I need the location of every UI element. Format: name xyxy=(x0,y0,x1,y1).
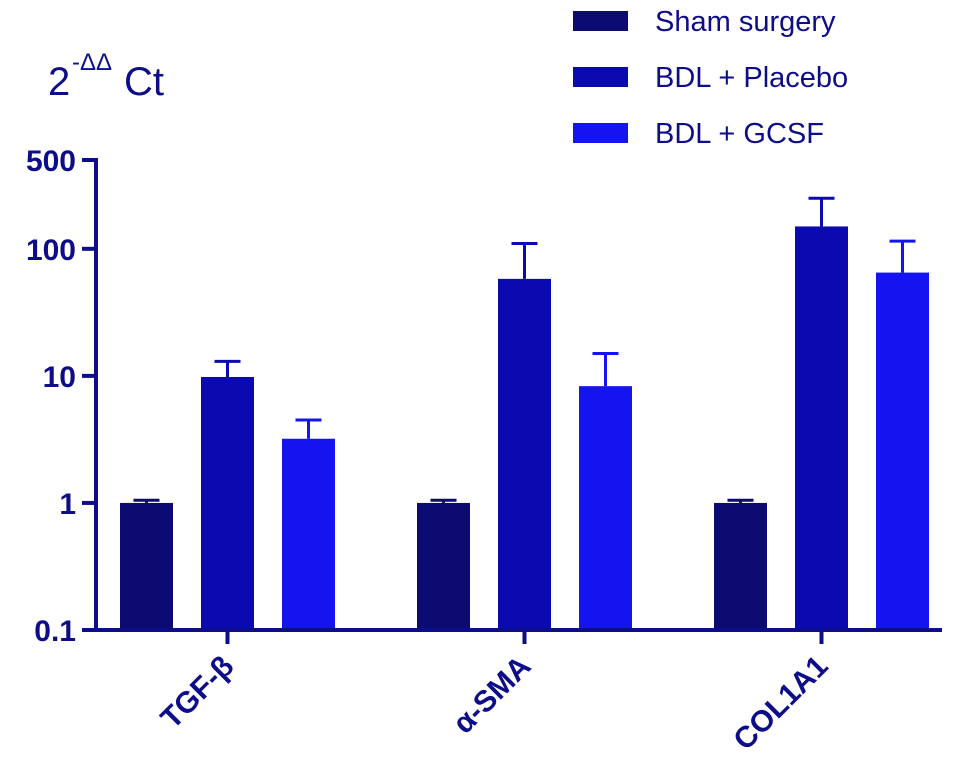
bar xyxy=(282,438,335,630)
y-tick-label: 500 xyxy=(26,145,76,178)
bar xyxy=(498,278,551,630)
bar xyxy=(714,502,767,630)
legend-label: Sham surgery xyxy=(655,6,836,38)
y-label-tail: Ct xyxy=(124,60,164,104)
legend-swatch xyxy=(573,11,628,31)
legend-swatch xyxy=(573,67,628,87)
y-tick-label: 0.1 xyxy=(34,615,76,648)
legend-label: BDL + Placebo xyxy=(655,62,848,94)
y-tick-label: 1 xyxy=(59,488,76,521)
y-tick-label: 100 xyxy=(26,234,76,267)
y-tick-label: 10 xyxy=(43,361,76,394)
legend: Sham surgery BDL + Placebo BDL + GCSF xyxy=(573,6,848,150)
bar xyxy=(417,502,470,630)
bar xyxy=(201,376,254,630)
bar xyxy=(579,386,632,630)
bars xyxy=(120,196,929,630)
y-label-superscript: -ΔΔ xyxy=(72,49,112,76)
x-tick-label: COL1A1 xyxy=(727,650,834,757)
legend-swatch xyxy=(573,123,628,143)
y-label-base: 2 xyxy=(48,60,70,104)
x-tick-label: TGF-β xyxy=(155,650,241,736)
bar xyxy=(120,502,173,630)
legend-label: BDL + GCSF xyxy=(655,118,824,150)
x-tick-label: α-SMA xyxy=(447,650,538,741)
bar xyxy=(795,226,848,630)
bar xyxy=(876,272,929,630)
y-axis-label: 2 -ΔΔ Ct xyxy=(48,49,164,104)
